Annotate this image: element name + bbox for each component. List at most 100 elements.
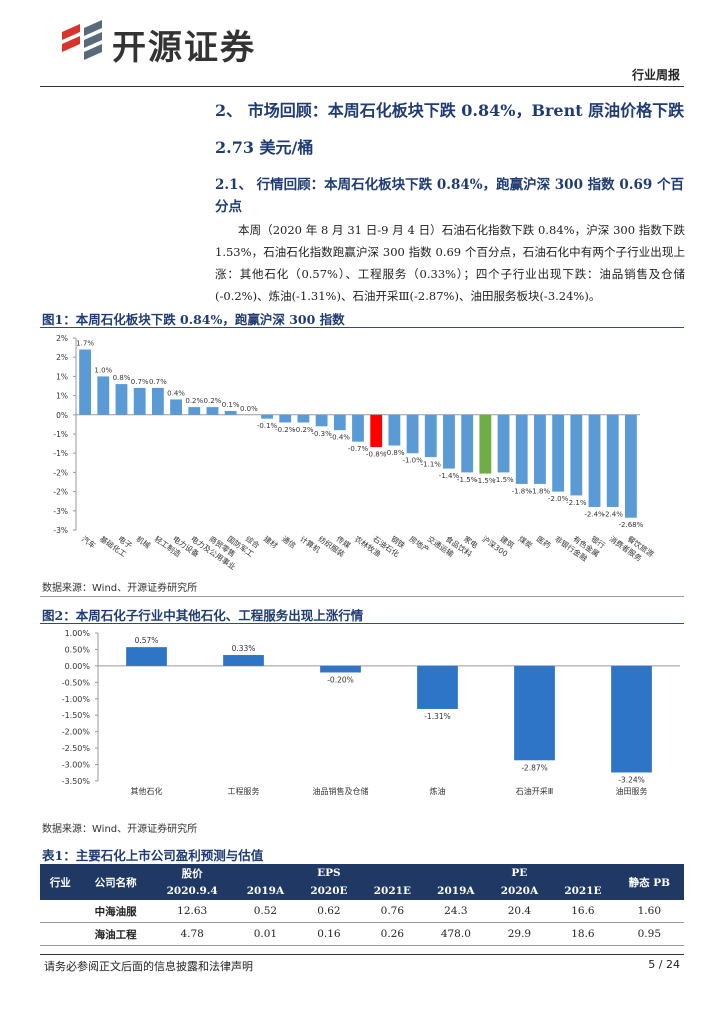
bar — [206, 407, 219, 415]
value-label: -2.1% — [566, 499, 587, 507]
value-label: 0.7% — [131, 378, 149, 386]
y-tick-label: 1.00% — [65, 629, 91, 638]
value-label: -2.4% — [603, 510, 624, 518]
bar — [624, 414, 637, 518]
value-label: -1.8% — [530, 487, 551, 495]
x-tick-label: 煤炭 — [517, 533, 535, 550]
value-label: -2.68% — [619, 521, 644, 529]
paragraph: 本周（2020 年 8 月 31 日-9 月 4 日）石油石化指数下跌 0.84… — [215, 223, 685, 303]
y-tick-label: -2.50% — [62, 744, 91, 753]
bar — [79, 349, 92, 415]
value-label: -1.31% — [424, 712, 451, 721]
td: 12.63 — [150, 900, 234, 923]
x-tick-label: 汽车 — [80, 533, 98, 550]
y-tick-label: -3.50% — [62, 777, 91, 786]
bar — [443, 414, 455, 469]
header-row: 行业 公司名称 股价 EPS PE 静态 PB — [40, 864, 684, 900]
x-tick-label: 机械 — [135, 533, 153, 550]
th: 2021E — [360, 882, 425, 900]
table-body: 中海油服 12.63 0.52 0.62 0.76 24.3 20.4 16.6 1.60 海油工… — [40, 900, 684, 946]
td: 16.6 — [551, 900, 615, 923]
td: 478.0 — [424, 922, 488, 946]
value-label: 0.8% — [113, 374, 131, 382]
x-tick-label: 石油开采Ⅲ — [516, 786, 554, 796]
y-tick-label: -1% — [53, 449, 68, 458]
y-tick-label: -3.00% — [62, 761, 91, 770]
td: 0.76 — [360, 900, 425, 923]
td: 24.3 — [424, 900, 488, 923]
bar — [606, 414, 619, 507]
bar — [297, 414, 310, 423]
value-label: -0.2% — [293, 426, 314, 434]
bar — [406, 414, 419, 454]
footer-rule — [40, 954, 684, 955]
x-tick-label: 油品销售及仓储 — [313, 786, 369, 796]
value-label: 0.2% — [204, 397, 222, 405]
td: 海油工程 — [80, 922, 151, 946]
td: 0.52 — [233, 900, 298, 923]
value-label: 0.7% — [149, 378, 167, 386]
th: 行业 — [40, 864, 81, 900]
doc-type: 行业周报 — [631, 68, 680, 82]
y-tick-label: -3% — [53, 507, 68, 516]
bar — [352, 414, 364, 442]
x-tick-label: 油田服务 — [616, 786, 648, 796]
th: 2020A — [487, 882, 552, 900]
bar — [570, 414, 583, 496]
value-label: -2.87% — [521, 763, 548, 772]
td: 29.9 — [487, 922, 552, 946]
y-tick-label: -2.00% — [62, 728, 91, 737]
value-label: -1.0% — [402, 457, 423, 465]
bar — [417, 665, 458, 709]
disclaimer: 请务必参阅正文后面的信息披露和法律声明 — [44, 960, 253, 973]
value-label: -1.4% — [439, 472, 460, 480]
y-tick-label: 2% — [56, 353, 68, 362]
bar — [151, 387, 164, 415]
bar — [479, 414, 492, 474]
value-label: 0.57% — [135, 636, 159, 645]
header-rule — [40, 86, 684, 87]
td — [40, 922, 81, 946]
td: 0.62 — [297, 900, 361, 923]
bar — [170, 399, 182, 415]
td: 0.01 — [233, 922, 298, 946]
value-label: 0.0% — [240, 405, 258, 413]
bar — [320, 665, 361, 673]
td: 0.16 — [297, 922, 361, 946]
subheading: 2.1、 行情回顾：本周石化板块下跌 0.84%，跑赢沪深 300 指数 0.6… — [215, 177, 684, 215]
value-label: -0.20% — [327, 675, 354, 684]
figure-source: 数据来源：Wind、开源证券研究所 — [42, 583, 198, 594]
y-tick-label: -1.00% — [62, 695, 91, 704]
table-row: 海油工程 4.78 0.01 0.16 0.26 478.0 29.9 18.6 0.95 — [40, 922, 684, 946]
th: 2019A — [233, 882, 298, 900]
figure-caption: 图2：本周石化子行业中其他石化、工程服务出现上涨行情 — [42, 608, 364, 623]
page-number: 5 / 24 — [648, 958, 680, 971]
th: 2020.9.4 — [150, 882, 234, 900]
chart: 2%2%1%1%0%-1%-1%-2%-2%-3%-3%汽车1.7%基础化工1.… — [53, 334, 656, 572]
bar — [388, 414, 401, 446]
th: PE — [424, 864, 615, 882]
caption-rule — [40, 623, 684, 624]
y-tick-label: 2% — [56, 334, 68, 343]
heading: 2、 市场回顾：本周石化板块下跌 0.84%，Brent 原油价格下跌 2.73… — [215, 101, 685, 157]
value-label: 0.33% — [232, 644, 256, 653]
caption-rule — [40, 327, 684, 328]
table-row: 中海油服 12.63 0.52 0.62 0.76 24.3 20.4 16.6 1.60 — [40, 900, 684, 923]
td: 4.78 — [150, 922, 234, 946]
td: 中海油服 — [80, 900, 151, 923]
x-tick-label: 工程服务 — [228, 786, 260, 796]
value-label: -1.1% — [421, 461, 442, 469]
header-row: 2020.9.4 2019A 2020E 2021E 2019A 2020A 2… — [40, 882, 684, 900]
bar — [534, 414, 546, 484]
th: 2021E — [551, 882, 615, 900]
y-tick-label: -3% — [53, 526, 68, 535]
value-label: 0.1% — [222, 401, 240, 409]
y-tick-label: 0.50% — [65, 645, 91, 654]
bar — [133, 387, 146, 415]
chart: 1.00% 0.50% 0.00% -0.50% -1.00% -1.50% -2.00% -… — [62, 629, 680, 796]
y-tick-label: 1% — [56, 392, 68, 401]
td: 0.26 — [360, 922, 425, 946]
x-tick-label: 炼油 — [430, 786, 446, 796]
value-label: 0.2% — [185, 397, 203, 405]
